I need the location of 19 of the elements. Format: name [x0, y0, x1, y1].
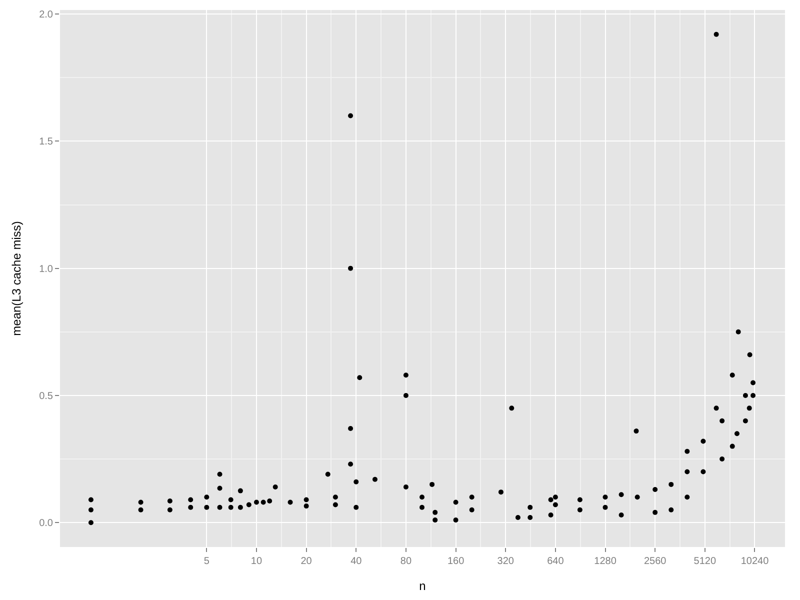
x-tick-label: 5120	[694, 556, 716, 567]
x-tick-label: 2560	[644, 556, 667, 567]
y-tick-label: 0.0	[39, 518, 54, 530]
x-tick-label: 20	[300, 556, 312, 567]
x-tick-label: 160	[447, 556, 465, 567]
y-tick-label: 1.5	[39, 136, 54, 148]
x-tick-label: 80	[400, 556, 412, 567]
x-tick-label: 1280	[594, 556, 617, 567]
y-tick-label: 2.0	[39, 10, 54, 21]
x-tick-label: 10	[250, 556, 262, 567]
y-axis-title: mean(L3 cache miss)	[9, 221, 24, 336]
x-tick-label: 10240	[740, 556, 770, 567]
y-tick-label: 0.5	[39, 390, 54, 402]
x-tick-label: 5	[204, 556, 210, 567]
x-tick-label: 320	[497, 556, 514, 567]
x-axis-title: n	[419, 578, 426, 593]
x-tick-label: 40	[350, 556, 362, 567]
x-tick-label: 640	[547, 556, 564, 567]
y-tick-label: 1.0	[39, 264, 54, 275]
